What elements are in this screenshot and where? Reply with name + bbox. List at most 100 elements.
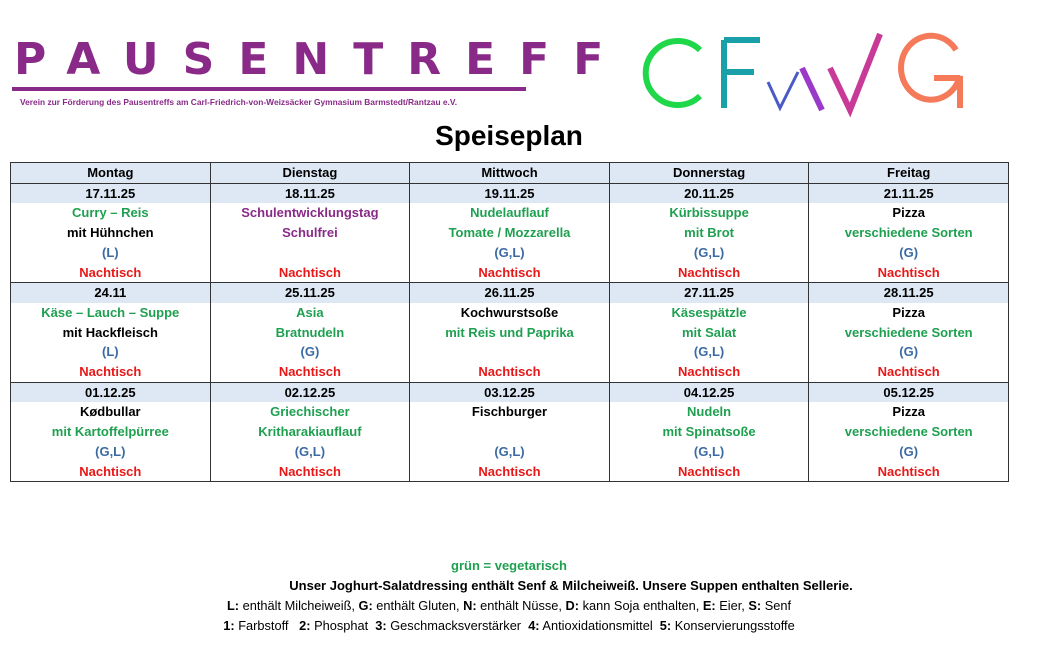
date-cell: 05.12.25 [808, 381, 1009, 403]
allergen-code: (G,L) [608, 441, 810, 462]
meal-plan-table: Montag Dienstag Mittwoch Donnerstag Frei… [10, 162, 1009, 483]
dessert-label: Nachtisch [209, 262, 411, 283]
allergen-key: S: [748, 598, 762, 613]
dish-name: Fischburger [409, 402, 610, 423]
dish-line1-row: Curry – Reis Schulentwicklungstag Nudela… [10, 203, 1009, 224]
dessert-label: Nachtisch [10, 362, 211, 383]
allergen-legend: L: enthält Milcheiweiß, G: enthält Glute… [0, 598, 1018, 613]
allergen-desc: kann Soja enthalten, [579, 598, 703, 613]
allergen-code: (G,L) [209, 441, 411, 462]
dish-detail: verschiedene Sorten [808, 422, 1009, 442]
dessert-row: Nachtisch Nachtisch Nachtisch Nachtisch … [10, 461, 1009, 483]
brand-title: PAUSENTREFF [14, 34, 628, 85]
additive-key: 1: [223, 618, 235, 633]
dish-line1-row: Käse – Lauch – Suppe Asia Kochwurstsoße … [10, 302, 1009, 323]
brand-underline [12, 87, 526, 91]
allergen-code: (G) [808, 342, 1009, 363]
additive-desc: Konservierungsstoffe [671, 618, 795, 633]
additive-key: 5: [659, 618, 672, 633]
dish-name: Käse – Lauch – Suppe [10, 302, 211, 323]
dish-detail: mit Spinatsoße [608, 422, 810, 442]
allergen-key: L: [226, 598, 240, 613]
dessert-label: Nachtisch [409, 262, 610, 283]
dessert-label: Nachtisch [608, 262, 810, 283]
dish-name: Nudelauflauf [409, 203, 610, 224]
allergen-code: (G) [209, 342, 411, 363]
allergen-desc: enthält Gluten, [372, 598, 464, 613]
vegetarian-note: grün = vegetarisch [451, 558, 567, 573]
dish-detail: mit Brot [608, 223, 810, 243]
dish-line2-row: mit Kartoffelpürree Kritharakiauflauf mi… [10, 422, 1009, 442]
date-cell: 28.11.25 [808, 282, 1009, 303]
dish-name: Käsespätzle [608, 302, 810, 323]
dressing-note-line: Unser Joghurt-Salatdressing enthält Senf… [0, 578, 1044, 593]
dessert-label: Nachtisch [209, 362, 411, 383]
dish-name: Pizza [808, 302, 1009, 323]
additive-desc: Farbstoff [234, 618, 300, 633]
date-cell: 20.11.25 [608, 182, 810, 204]
dessert-label: Nachtisch [10, 461, 211, 483]
date-cell: 21.11.25 [808, 182, 1009, 204]
dish-name: Kürbissuppe [608, 203, 810, 224]
date-cell: 03.12.25 [409, 381, 610, 403]
allergen-code: (G,L) [608, 342, 810, 363]
dish-detail: mit Kartoffelpürree [10, 422, 211, 442]
allergen-code: (G,L) [10, 441, 211, 462]
allergen-code [409, 342, 610, 363]
dish-detail: Schulfrei [209, 223, 411, 243]
dish-detail: verschiedene Sorten [808, 322, 1009, 343]
allergen-code: (L) [10, 242, 211, 263]
additive-key: 2: [299, 618, 311, 633]
date-row: 17.11.25 18.11.25 19.11.25 20.11.25 21.1… [10, 182, 1009, 204]
allergen-row: (G,L) (G,L) (G,L) (G,L) (G) [10, 441, 1009, 462]
dish-detail: Tomate / Mozzarella [409, 223, 610, 243]
allergen-key: N: [463, 598, 477, 613]
dessert-label: Nachtisch [608, 461, 810, 483]
cfvwg-logo-icon [642, 32, 963, 118]
dish-detail [409, 422, 610, 442]
day-header: Donnerstag [608, 162, 810, 184]
day-header: Mittwoch [409, 162, 610, 184]
dish-detail: mit Reis und Paprika [409, 322, 610, 343]
dish-name: Nudeln [608, 402, 810, 423]
dressing-note: Unser Joghurt-Salatdressing enthält Senf… [289, 578, 853, 593]
date-cell: 19.11.25 [409, 182, 610, 204]
allergen-key: D: [565, 598, 580, 613]
day-header: Montag [10, 162, 211, 184]
additive-legend: 1: Farbstoff 2: Phosphat 3: Geschmacksve… [0, 618, 1018, 633]
allergen-code: (G) [808, 242, 1009, 263]
allergen-code [209, 242, 411, 263]
day-header: Freitag [808, 162, 1009, 184]
additive-desc: Geschmacksverstärker [386, 618, 529, 633]
dessert-label: Nachtisch [209, 461, 411, 483]
dish-name: Schulentwicklungstag [209, 203, 411, 224]
dish-detail: Kritharakiauflauf [209, 422, 411, 442]
dish-name: Griechischer [209, 402, 411, 423]
allergen-code: (G,L) [409, 441, 610, 462]
date-cell: 26.11.25 [409, 282, 610, 303]
date-row: 01.12.25 02.12.25 03.12.25 04.12.25 05.1… [10, 381, 1009, 403]
allergen-row: (L) (G,L) (G,L) (G) [10, 242, 1009, 263]
date-cell: 04.12.25 [608, 381, 810, 403]
pausentreff-brand: PAUSENTREFF Verein zur Förderung des Pau… [12, 34, 628, 107]
dessert-row: Nachtisch Nachtisch Nachtisch Nachtisch … [10, 362, 1009, 383]
additive-key: 3: [375, 618, 387, 633]
dessert-label: Nachtisch [808, 362, 1009, 383]
vegetarian-legend: grün = vegetarisch [0, 558, 1018, 573]
dessert-label: Nachtisch [608, 362, 810, 383]
date-cell: 25.11.25 [209, 282, 411, 303]
dish-line2-row: mit Hühnchen Schulfrei Tomate / Mozzarel… [10, 223, 1009, 243]
dessert-label: Nachtisch [10, 262, 211, 283]
date-cell: 18.11.25 [209, 182, 411, 204]
date-row: 24.11 25.11.25 26.11.25 27.11.25 28.11.2… [10, 282, 1009, 303]
additive-desc: Phosphat [310, 618, 376, 633]
dish-line2-row: mit Hackfleisch Bratnudeln mit Reis und … [10, 322, 1009, 343]
date-cell: 27.11.25 [608, 282, 810, 303]
day-header-row: Montag Dienstag Mittwoch Donnerstag Frei… [10, 162, 1009, 184]
allergen-code: (G,L) [409, 242, 610, 263]
brand-subtitle: Verein zur Förderung des Pausentreffs am… [20, 97, 458, 107]
dish-detail: mit Hühnchen [10, 223, 211, 243]
additive-desc: Antioxidationsmittel [539, 618, 660, 633]
allergen-code: (G) [808, 441, 1009, 462]
dessert-label: Nachtisch [808, 262, 1009, 283]
